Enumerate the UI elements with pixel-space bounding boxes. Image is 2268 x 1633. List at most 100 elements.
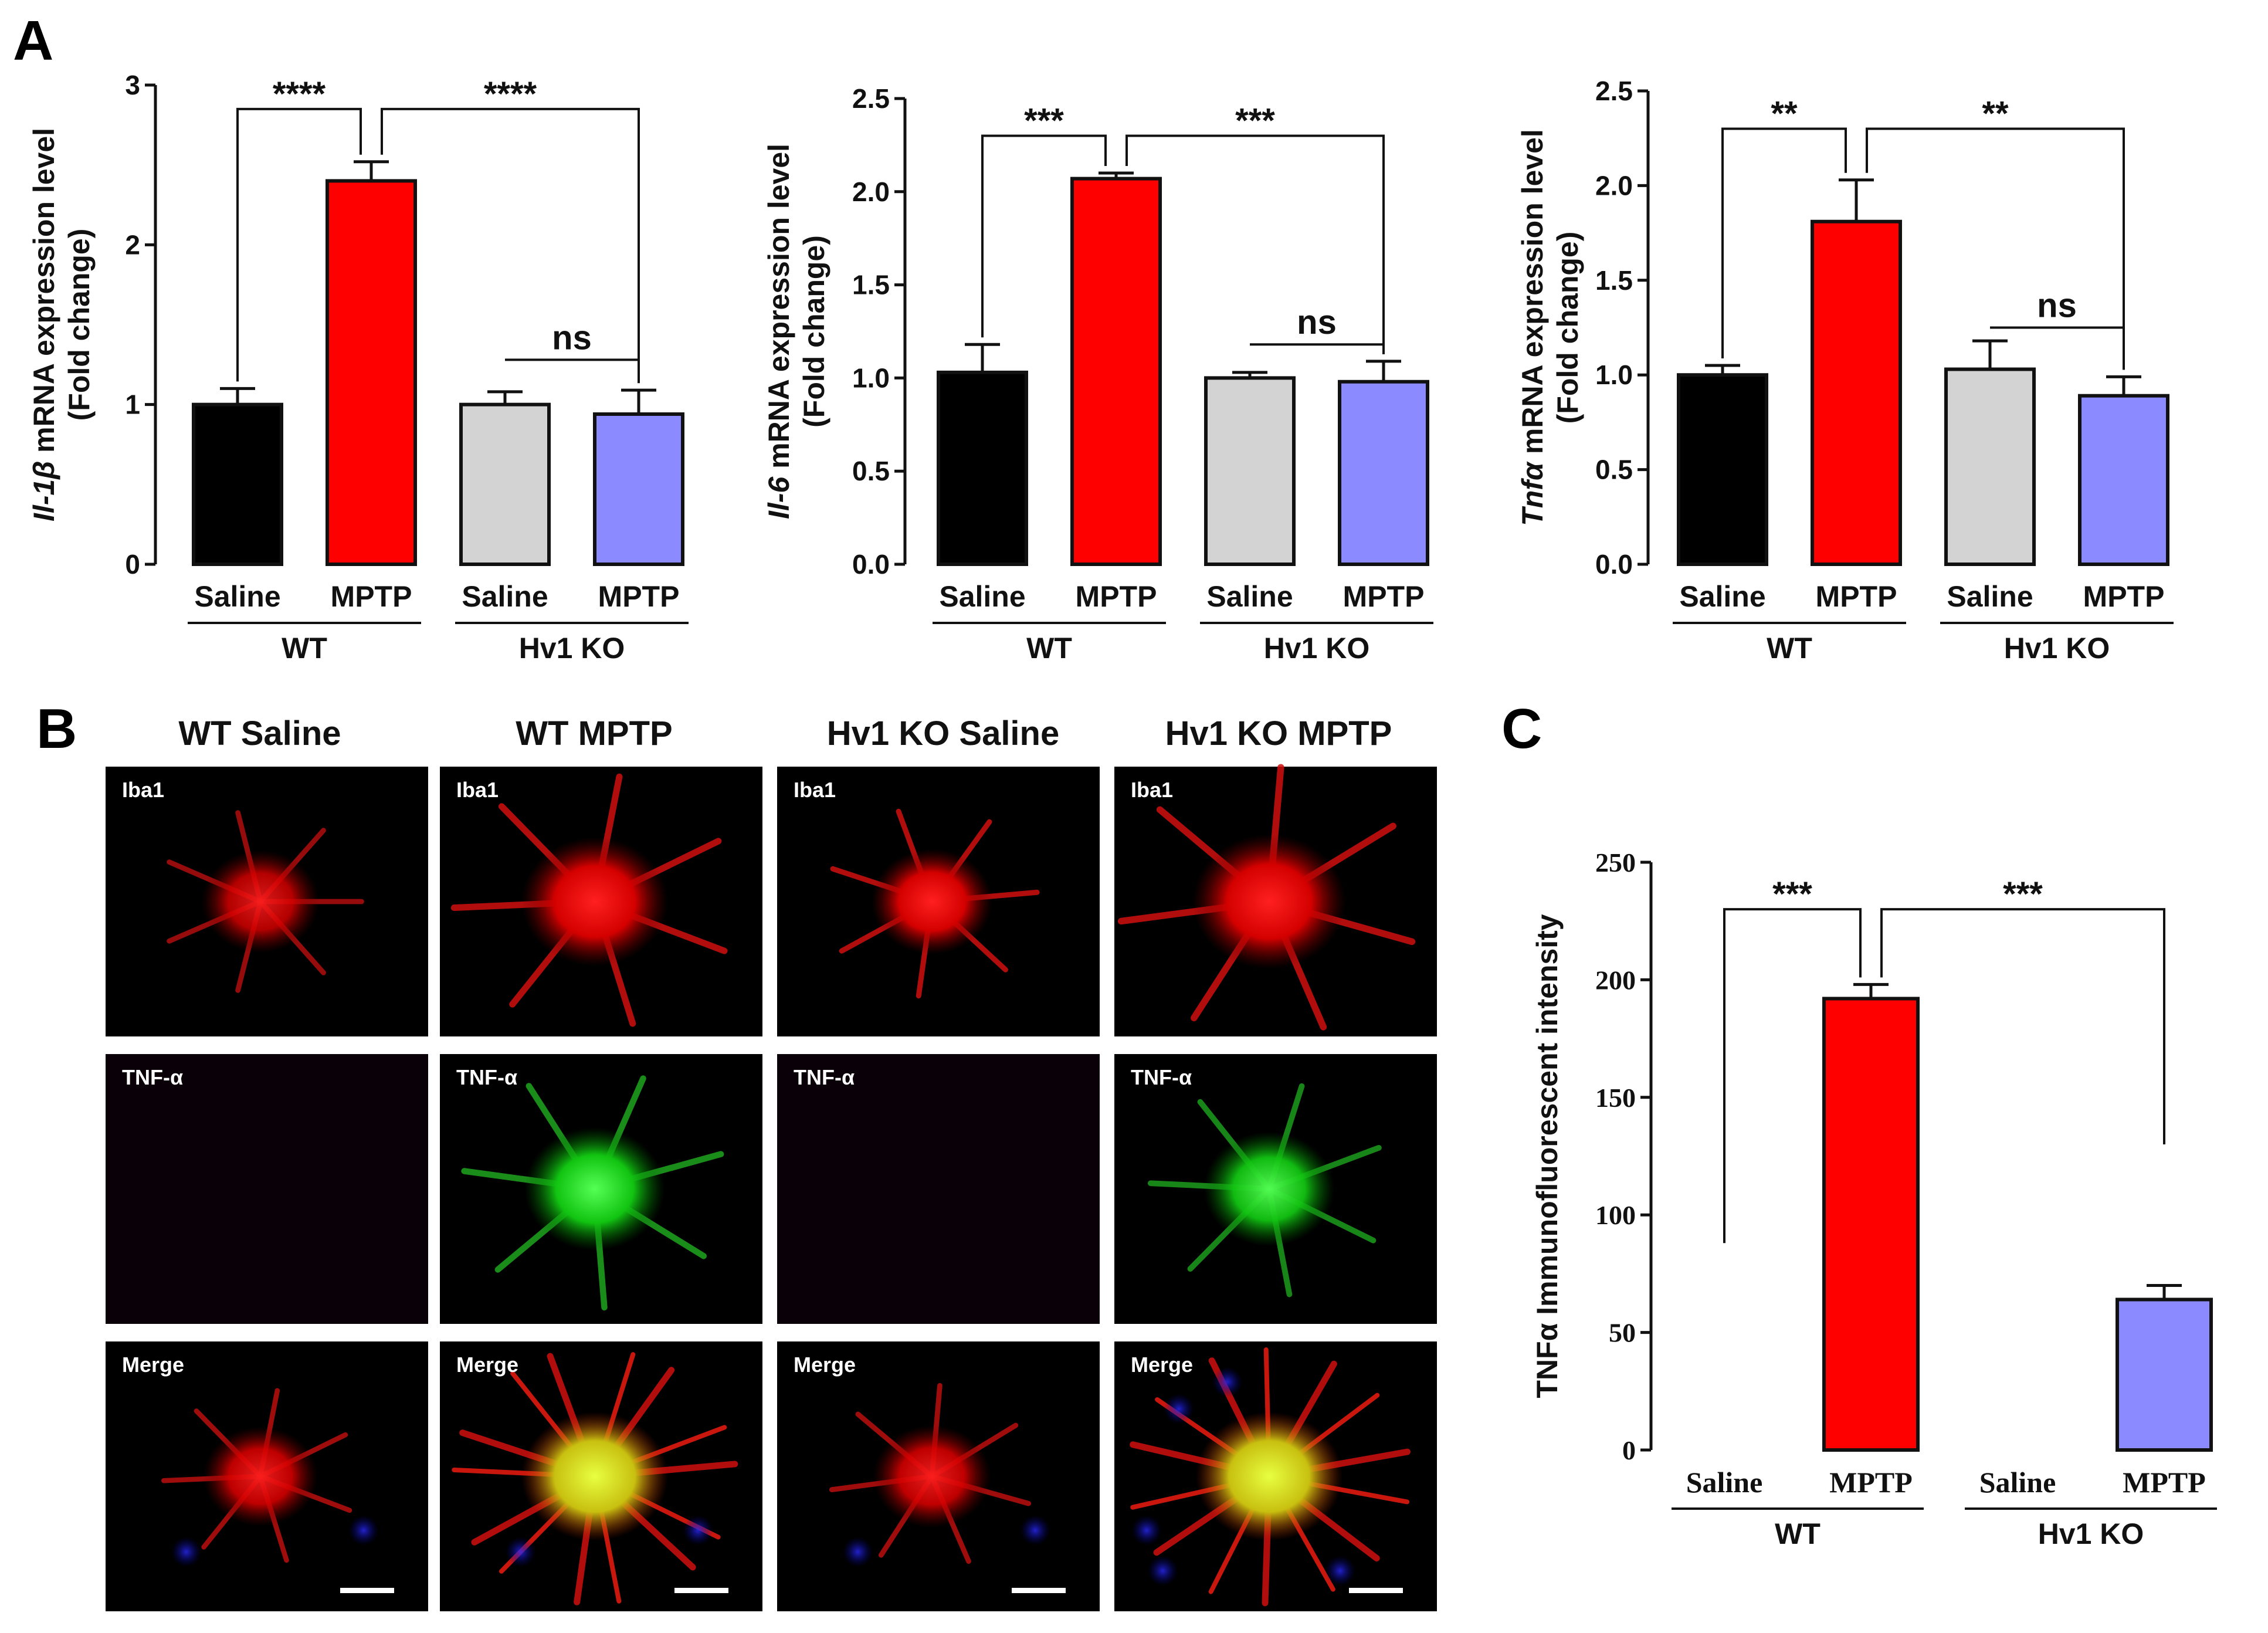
y-tick-label: 1.5 (1595, 265, 1633, 296)
category-label: Saline (1686, 1466, 1763, 1499)
cell-body (1204, 1131, 1335, 1246)
scale-bar (340, 1588, 394, 1593)
nucleus (683, 1515, 713, 1546)
nucleus (171, 1536, 202, 1567)
category-label: MPTP (1343, 580, 1425, 613)
micrograph-tnf-hv1-ko-saline: TNF-α (777, 1054, 1100, 1324)
micrograph-title-hv1ko-saline: Hv1 KO Saline (827, 714, 1059, 753)
channel-label: Iba1 (794, 778, 836, 802)
significance-label: ns (1297, 303, 1337, 341)
bar (1811, 219, 1902, 566)
group-label: Hv1 KO (519, 632, 625, 665)
y-axis-label-line2: (Fold change) (798, 235, 830, 428)
nucleus (1164, 1394, 1194, 1424)
group-label: WT (1767, 632, 1812, 665)
group-label: WT (1775, 1517, 1820, 1550)
channel-label: Iba1 (456, 778, 499, 802)
significance-bracket (1250, 343, 1385, 354)
significance-label: *** (2003, 875, 2043, 913)
category-label: MPTP (1829, 1466, 1913, 1499)
y-tick-label: 0 (1622, 1435, 1636, 1465)
y-tick-label: 3 (125, 70, 140, 100)
micrograph-grid: Iba1 Iba1 Iba1 Iba1 TNF-α TNF-α TNF-α TNF-α Merg… (106, 764, 1437, 1611)
significance-bracket (1880, 908, 2165, 1144)
category-label: MPTP (1816, 580, 1897, 613)
significance-label: **** (484, 75, 537, 113)
cell-body (521, 1412, 668, 1541)
significance-label: *** (1772, 875, 1812, 913)
nucleus (1325, 1556, 1355, 1586)
micrograph-title-hv1ko-mptp: Hv1 KO MPTP (1165, 714, 1392, 753)
cell-body (873, 1425, 991, 1528)
bar (2116, 1297, 2213, 1452)
significance-bracket (981, 134, 1107, 338)
micrograph-title-wt-mptp: WT MPTP (516, 714, 672, 753)
bar (326, 179, 417, 566)
category-label: Saline (1979, 1466, 2056, 1499)
scale-bar (674, 1588, 728, 1593)
y-tick-label: 0.0 (852, 549, 890, 580)
panel-label-a: A (13, 9, 53, 72)
group-label: Hv1 KO (2038, 1517, 2144, 1550)
y-tick-label: 2.5 (1595, 76, 1633, 106)
y-tick-label: 2.0 (1595, 170, 1633, 201)
y-tick-label: 0.0 (1595, 549, 1633, 580)
significance-bracket (1721, 127, 1847, 359)
channel-label: Iba1 (122, 778, 164, 802)
y-axis-label: Il-1β mRNA expression level (28, 128, 60, 521)
cell-body (524, 1127, 665, 1251)
nucleus (1131, 1515, 1162, 1546)
y-tick-label: 1 (125, 389, 140, 420)
nucleus (1212, 1367, 1243, 1397)
micrograph-merge-wt-mptp: Merge (440, 1341, 762, 1611)
micrograph-tnf-wt-mptp: TNF-α (440, 1054, 762, 1324)
channel-label: TNF-α (1131, 1065, 1192, 1089)
chart-tnfa-mrna: 0.0 0.5 1.0 1.5 2.0 2.5 Tnfα mRNA expression l… (1516, 76, 2174, 665)
category-label: MPTP (1076, 580, 1157, 613)
category-label: MPTP (2123, 1466, 2206, 1499)
micrograph-tnf-wt-saline: TNF-α (106, 1054, 428, 1324)
channel-label: Iba1 (1131, 778, 1173, 802)
bar (459, 402, 551, 567)
y-tick-label: 1.0 (852, 362, 890, 393)
y-axis-label-line2: (Fold change) (1551, 232, 1584, 424)
cell-body (203, 1427, 318, 1526)
significance-label: ** (1982, 95, 2009, 133)
category-label: Saline (939, 580, 1025, 613)
significance-label: ns (552, 319, 592, 357)
y-tick-label: 2 (125, 229, 140, 260)
significance-bracket (1866, 127, 2125, 370)
channel-label: Merge (794, 1353, 856, 1377)
category-label: Saline (1679, 580, 1765, 613)
group-label: Hv1 KO (2004, 632, 2110, 665)
nucleus (1147, 1556, 1178, 1586)
bar (192, 402, 283, 567)
group-label: WT (282, 632, 327, 665)
significance-bracket (236, 107, 362, 382)
micrograph-tnf-hv1-ko-mptp: TNF-α (1114, 1054, 1437, 1324)
category-label: Saline (462, 580, 548, 613)
chart-tnfa-intensity: 0 50 100 150 200 250 TNFα Immunofluorescent in… (1531, 848, 2217, 1550)
bar (1822, 997, 1920, 1452)
y-tick-label: 100 (1595, 1200, 1636, 1230)
group-label: Hv1 KO (1264, 632, 1370, 665)
micrograph-dim (777, 1054, 1100, 1324)
significance-bracket (1125, 134, 1385, 354)
chart-il6: 0.0 0.5 1.0 1.5 2.0 2.5 Il-6 mRNA expression l… (762, 83, 1433, 665)
nucleus (1020, 1515, 1050, 1546)
micrograph-iba1-hv1-ko-saline: Iba1 (777, 767, 1100, 1036)
bar (2078, 394, 2169, 566)
nucleus (505, 1536, 536, 1567)
category-label: MPTP (598, 580, 680, 613)
bar (593, 412, 684, 566)
significance-label: *** (1024, 102, 1064, 140)
bar (1677, 373, 1768, 566)
y-axis-label: TNFα Immunofluorescent intensity (1531, 914, 1564, 1398)
bar (1070, 177, 1162, 566)
scale-bar (1349, 1588, 1403, 1593)
category-label: Saline (1947, 580, 2033, 613)
y-axis-label: Il-6 mRNA expression level (762, 144, 795, 519)
y-tick-label: 150 (1595, 1083, 1636, 1113)
scale-bar (1012, 1588, 1066, 1593)
